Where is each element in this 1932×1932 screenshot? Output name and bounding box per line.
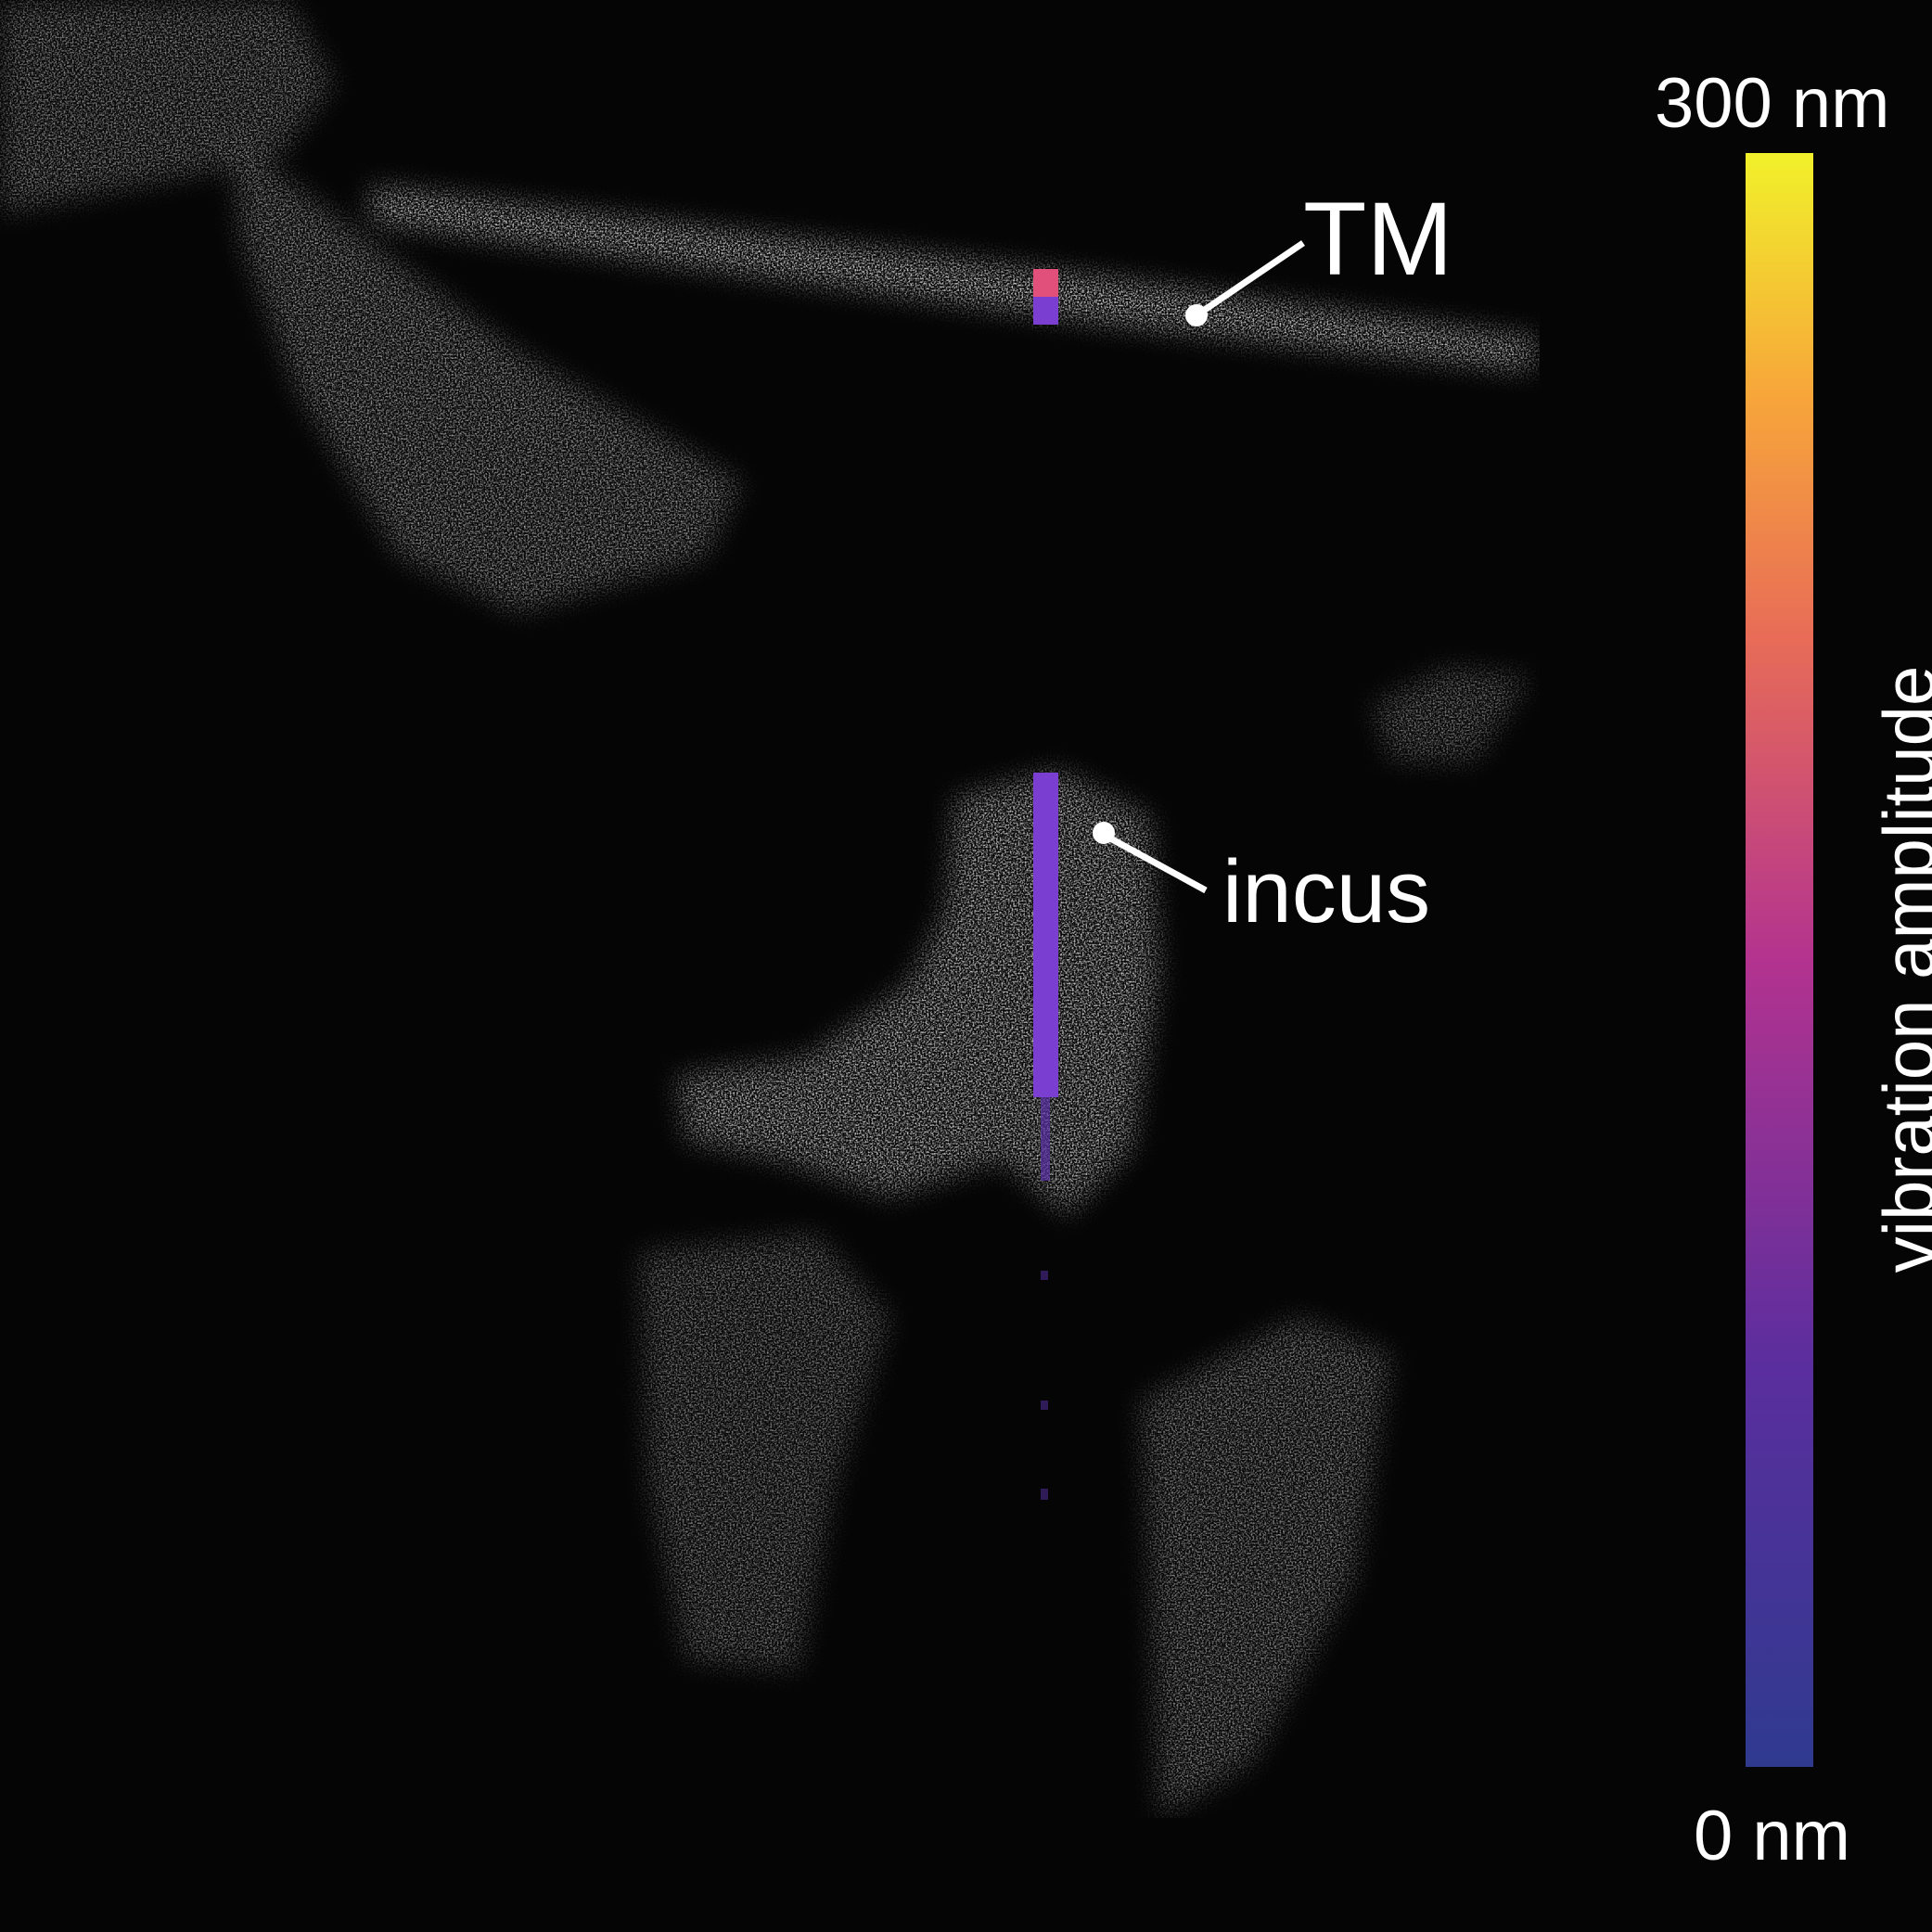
colorbar-min-label: 0 nm: [1694, 1797, 1850, 1875]
lower-left-tissue: [640, 1234, 890, 1670]
tm-vibration-marker-lower: [1033, 297, 1058, 325]
incus-vibration-dots: [1041, 1401, 1048, 1410]
tympanic-membrane: [371, 186, 1540, 371]
incus-vibration-dots: [1041, 1489, 1048, 1500]
incus-vibration-dots: [1041, 1271, 1048, 1280]
incus-vibration-line: [1033, 773, 1058, 1097]
tm-pointer-dot: [1185, 304, 1208, 326]
incus-label: incus: [1222, 842, 1431, 941]
lower-right-tissue: [1141, 1317, 1391, 1818]
incus-vibration-line-faint: [1041, 1097, 1050, 1181]
tm-vibration-marker: [1033, 269, 1058, 297]
colorbar: [1746, 153, 1813, 1767]
incus-pointer-dot: [1093, 822, 1115, 844]
colorbar-title: vibration amplitude: [1868, 665, 1932, 1273]
incus-pointer-line: [1102, 831, 1208, 894]
canal-wall-tissue: [232, 139, 742, 612]
small-tissue-fragment: [1373, 668, 1530, 761]
colorbar-max-label: 300 nm: [1655, 64, 1890, 143]
tm-label: TM: [1303, 181, 1453, 297]
tm-pointer-line: [1195, 240, 1305, 318]
